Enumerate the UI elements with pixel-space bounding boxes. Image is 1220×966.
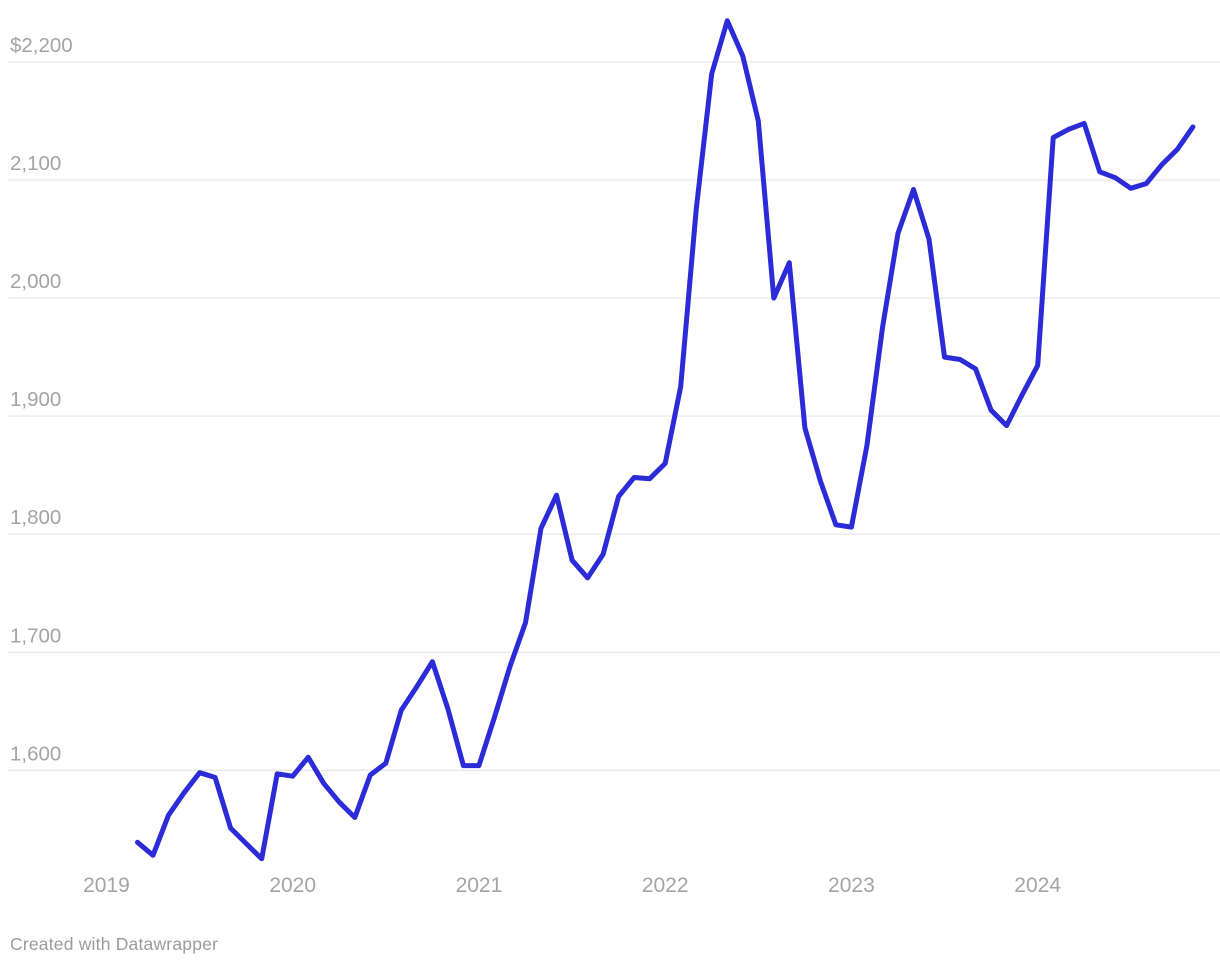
y-axis-tick-label: 2,100 [10, 152, 61, 175]
y-axis-tick-label: 1,800 [10, 506, 61, 529]
y-axis-tick-label: 1,700 [10, 624, 61, 647]
y-axis-tick-label: 1,900 [10, 388, 61, 411]
x-axis-labels-group: 2019 2020 2021 2022 2023 2024 [83, 874, 1061, 897]
data-line [135, 18, 1196, 862]
gridlines-group [8, 61, 1220, 771]
y-axis-tick-label: 2,000 [10, 270, 61, 293]
datawrapper-attribution-link[interactable]: Created with Datawrapper [10, 934, 219, 954]
y-axis-tick-label: 1,600 [10, 742, 61, 765]
x-axis-tick-label: 2019 [83, 874, 130, 897]
y-axis-tick-label: $2,200 [10, 34, 73, 57]
x-axis-tick-label: 2022 [642, 874, 689, 897]
x-axis-tick-label: 2024 [1014, 874, 1061, 897]
x-axis-tick-label: 2021 [456, 874, 503, 897]
x-axis-tick-label: 2020 [269, 874, 316, 897]
x-axis-tick-label: 2023 [828, 874, 875, 897]
y-axis-labels-group: $2,200 2,100 2,000 1,900 1,800 1,700 1,600 [10, 34, 73, 765]
